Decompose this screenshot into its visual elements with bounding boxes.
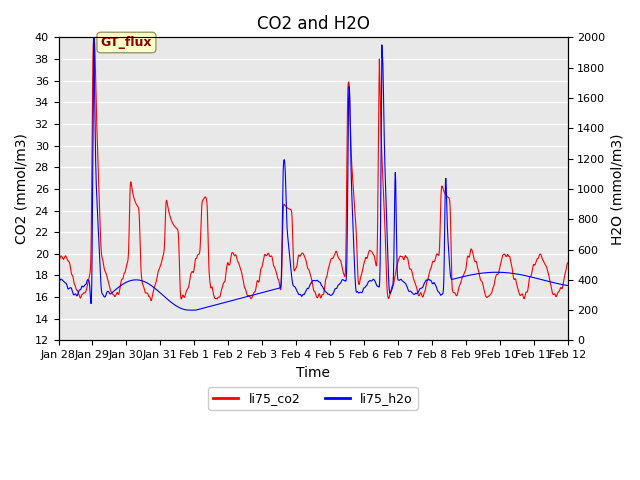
Text: GT_flux: GT_flux (100, 36, 152, 49)
Legend: li75_co2, li75_h2o: li75_co2, li75_h2o (209, 387, 418, 410)
X-axis label: Time: Time (296, 366, 330, 380)
Title: CO2 and H2O: CO2 and H2O (257, 15, 369, 33)
Y-axis label: CO2 (mmol/m3): CO2 (mmol/m3) (15, 133, 29, 244)
Y-axis label: H2O (mmol/m3): H2O (mmol/m3) (611, 133, 625, 245)
